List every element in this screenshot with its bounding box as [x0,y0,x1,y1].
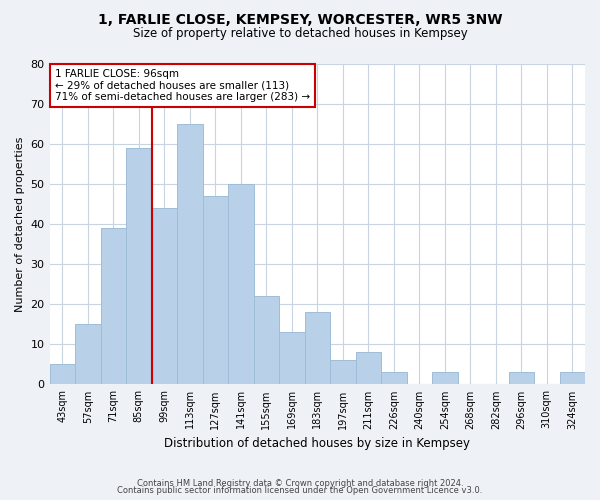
Bar [305,312,330,384]
Text: Size of property relative to detached houses in Kempsey: Size of property relative to detached ho… [133,28,467,40]
Bar [228,184,254,384]
Bar [254,296,279,384]
Bar [279,332,305,384]
Bar [330,360,356,384]
Bar [177,124,203,384]
Text: 1, FARLIE CLOSE, KEMPSEY, WORCESTER, WR5 3NW: 1, FARLIE CLOSE, KEMPSEY, WORCESTER, WR5… [98,12,502,26]
Bar [126,148,152,384]
Bar [356,352,381,384]
Bar [152,208,177,384]
Bar [101,228,126,384]
Y-axis label: Number of detached properties: Number of detached properties [15,136,25,312]
Text: 1 FARLIE CLOSE: 96sqm
← 29% of detached houses are smaller (113)
71% of semi-det: 1 FARLIE CLOSE: 96sqm ← 29% of detached … [55,69,310,102]
Bar [50,364,75,384]
X-axis label: Distribution of detached houses by size in Kempsey: Distribution of detached houses by size … [164,437,470,450]
Bar [432,372,458,384]
Bar [203,196,228,384]
Text: Contains HM Land Registry data © Crown copyright and database right 2024.: Contains HM Land Registry data © Crown c… [137,478,463,488]
Text: Contains public sector information licensed under the Open Government Licence v3: Contains public sector information licen… [118,486,482,495]
Bar [509,372,534,384]
Bar [560,372,585,384]
Bar [75,324,101,384]
Bar [381,372,407,384]
